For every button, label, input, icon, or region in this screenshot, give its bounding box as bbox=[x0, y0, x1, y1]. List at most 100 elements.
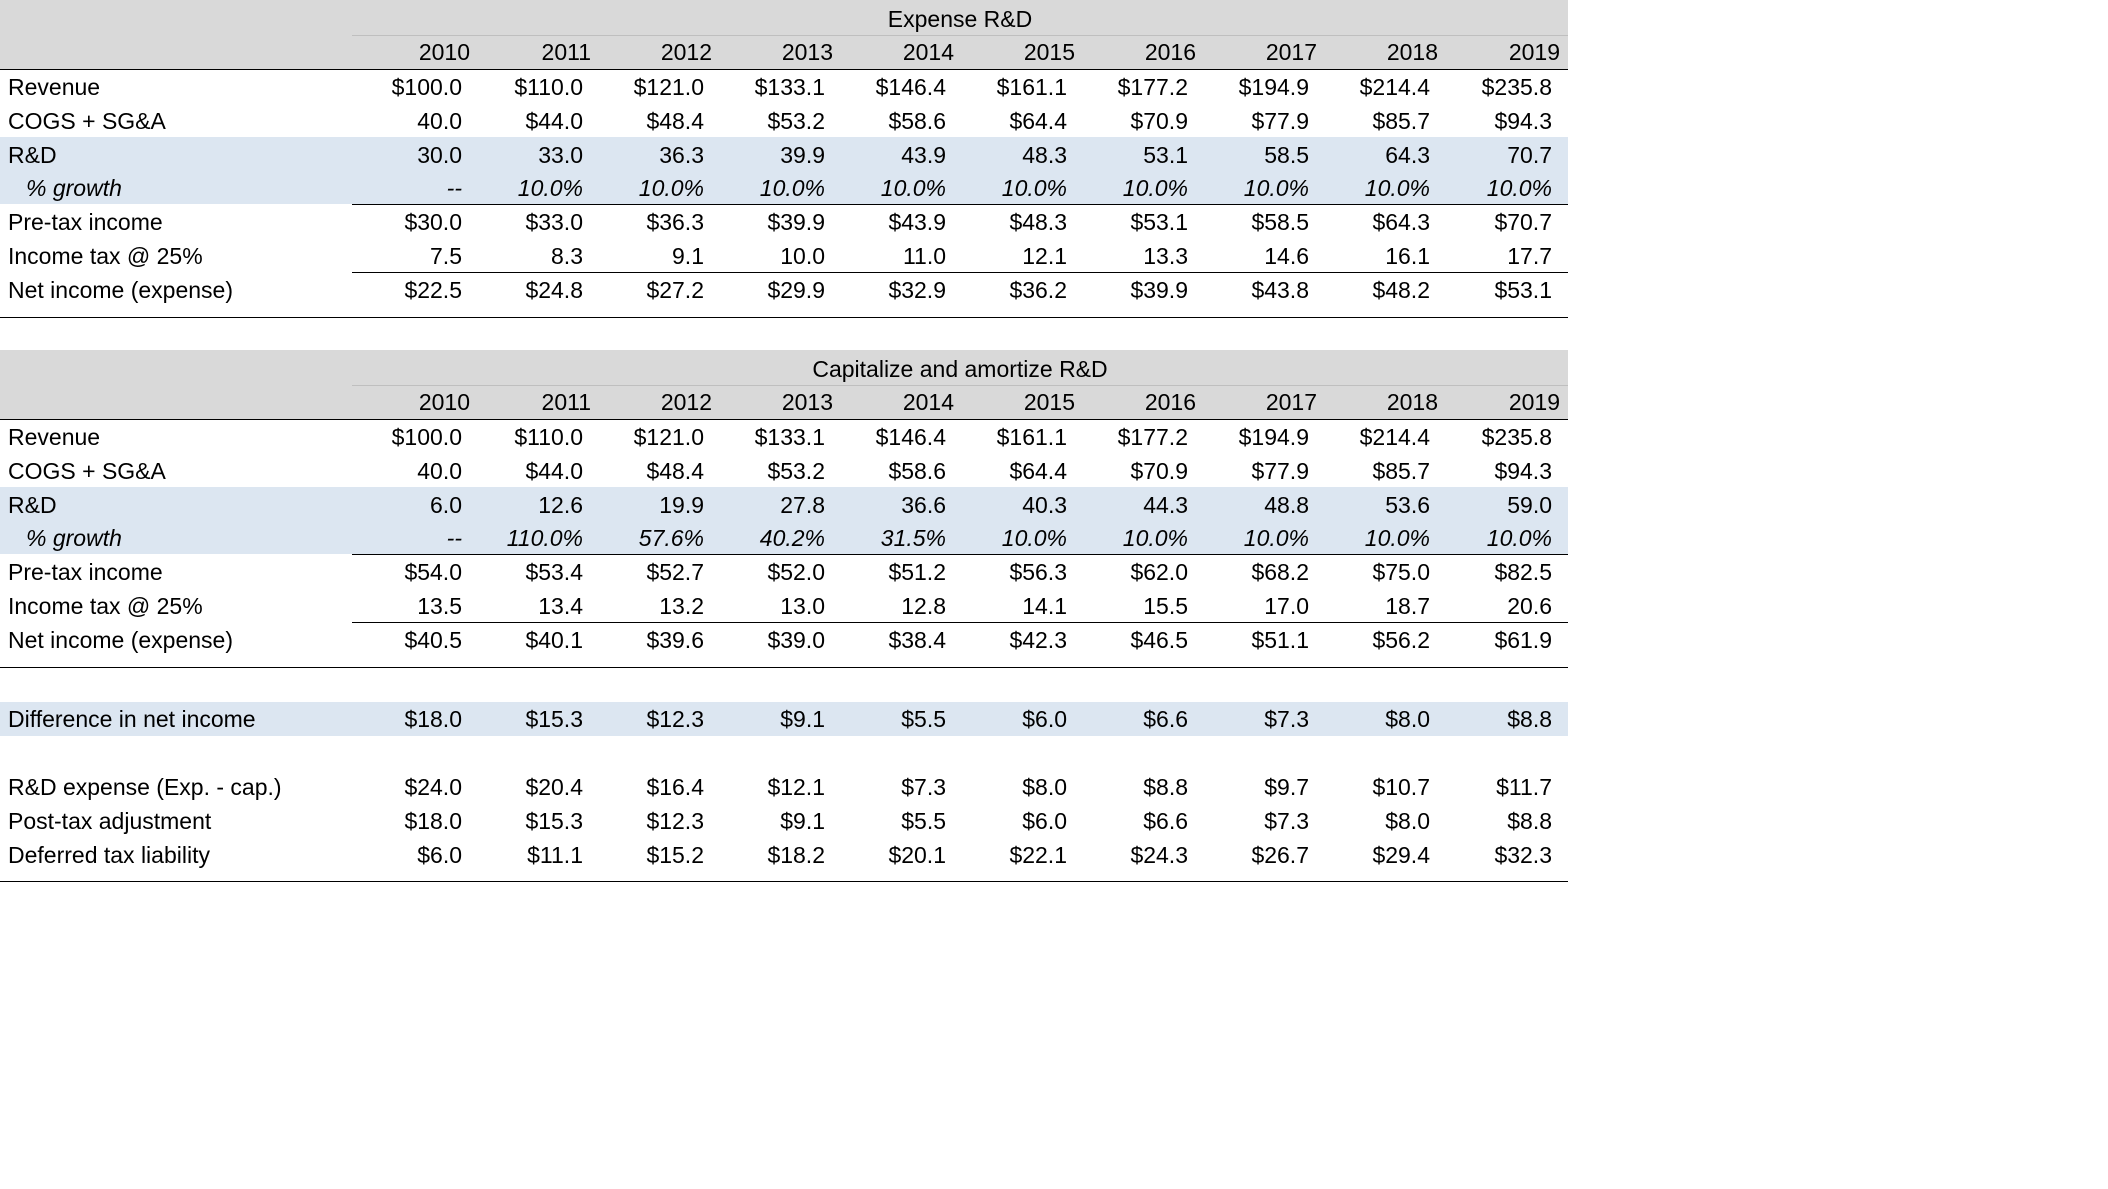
value-cell: 57.6% bbox=[638, 525, 704, 551]
value-cell: 10.0% bbox=[1001, 175, 1067, 201]
value-cell: $18.0 bbox=[404, 706, 462, 732]
value-cell: $26.7 bbox=[1251, 842, 1309, 868]
value-cell: $27.2 bbox=[646, 277, 704, 303]
value-cell: 13.2 bbox=[659, 593, 704, 619]
value-cell: $8.8 bbox=[1507, 808, 1552, 834]
value-cell: $38.4 bbox=[888, 627, 946, 653]
value-cell: $48.4 bbox=[646, 458, 704, 484]
value-cell: -- bbox=[446, 175, 462, 201]
year-header: 2011 bbox=[541, 39, 591, 65]
table-row: Income tax @ 25% 13.5 13.4 13.2 13.0 12.… bbox=[0, 589, 1568, 623]
value-cell: 10.0% bbox=[1243, 175, 1309, 201]
value-cell: $6.0 bbox=[1022, 706, 1067, 732]
year-header: 2012 bbox=[660, 389, 712, 415]
value-cell: $12.3 bbox=[646, 808, 704, 834]
value-cell: 10.0% bbox=[1122, 525, 1188, 551]
value-cell: $52.7 bbox=[646, 559, 704, 585]
value-cell: 20.6 bbox=[1507, 593, 1552, 619]
table-row: Post-tax adjustment $18.0 $15.3 $12.3 $9… bbox=[0, 804, 1568, 838]
value-cell: 10.0% bbox=[1486, 175, 1552, 201]
value-cell: $18.0 bbox=[404, 808, 462, 834]
table-row: Pre-tax income $54.0 $53.4 $52.7 $52.0 $… bbox=[0, 555, 1568, 589]
value-cell: $43.8 bbox=[1251, 277, 1309, 303]
value-cell: $15.2 bbox=[646, 842, 704, 868]
value-cell: 9.1 bbox=[672, 243, 704, 269]
value-cell: 12.6 bbox=[538, 492, 583, 518]
year-header: 2017 bbox=[1265, 39, 1317, 65]
value-cell: $33.0 bbox=[525, 209, 583, 235]
row-label: Net income (expense) bbox=[8, 277, 233, 303]
value-cell: $22.1 bbox=[1009, 842, 1067, 868]
value-cell: $177.2 bbox=[1117, 74, 1188, 100]
difference-row: Difference in net income $18.0 $15.3 $12… bbox=[0, 702, 1568, 736]
value-cell: $9.1 bbox=[780, 706, 825, 732]
value-cell: $6.0 bbox=[1022, 808, 1067, 834]
value-cell: $8.8 bbox=[1507, 706, 1552, 732]
value-cell: 11.0 bbox=[902, 243, 946, 269]
value-cell: 36.6 bbox=[901, 492, 946, 518]
value-cell: 40.2% bbox=[759, 525, 825, 551]
value-cell: 53.1 bbox=[1143, 142, 1188, 168]
value-cell: $24.0 bbox=[404, 774, 462, 800]
value-cell: 15.5 bbox=[1143, 593, 1188, 619]
value-cell: 13.4 bbox=[538, 593, 583, 619]
year-header: 2016 bbox=[1144, 389, 1196, 415]
value-cell: $133.1 bbox=[754, 424, 825, 450]
value-cell: 53.6 bbox=[1385, 492, 1430, 518]
year-header: 2011 bbox=[541, 389, 591, 415]
table-row: R&D 30.0 33.0 36.3 39.9 43.9 48.3 53.1 5… bbox=[0, 138, 1568, 172]
value-cell: $39.9 bbox=[767, 209, 825, 235]
value-cell: $42.3 bbox=[1009, 627, 1067, 653]
value-cell: 39.9 bbox=[780, 142, 825, 168]
table-row: Revenue $100.0 $110.0 $121.0 $133.1 $146… bbox=[0, 70, 1568, 104]
capitalize-rd-highlight bbox=[0, 487, 1568, 554]
expense-year-row: 2010 2011 2012 2013 2014 2015 2016 2017 … bbox=[0, 35, 1568, 69]
value-cell: $62.0 bbox=[1130, 559, 1188, 585]
value-cell: 17.7 bbox=[1507, 243, 1552, 269]
value-cell: 13.5 bbox=[417, 593, 462, 619]
value-cell: $64.4 bbox=[1009, 108, 1067, 134]
year-header: 2018 bbox=[1386, 389, 1438, 415]
value-cell: 10.0% bbox=[1122, 175, 1188, 201]
value-cell: 10.0% bbox=[880, 175, 946, 201]
year-header: 2018 bbox=[1386, 39, 1438, 65]
value-cell: 40.0 bbox=[417, 108, 462, 134]
row-label: Income tax @ 25% bbox=[8, 243, 203, 269]
year-header: 2015 bbox=[1023, 389, 1075, 415]
capitalize-rd-rule bbox=[352, 554, 1568, 555]
expense-title-underline bbox=[352, 35, 1568, 36]
value-cell: $235.8 bbox=[1481, 424, 1552, 450]
row-label: Revenue bbox=[8, 74, 101, 100]
value-cell: $133.1 bbox=[754, 74, 825, 100]
year-header: 2014 bbox=[902, 39, 954, 65]
table-row: Revenue $100.0 $110.0 $121.0 $133.1 $146… bbox=[0, 420, 1568, 454]
row-label: % growth bbox=[26, 525, 122, 551]
value-cell: $54.0 bbox=[404, 559, 462, 585]
table-row: % growth -- 110.0% 57.6% 40.2% 31.5% 10.… bbox=[0, 521, 1568, 555]
value-cell: 40.0 bbox=[417, 458, 462, 484]
row-label: Post-tax adjustment bbox=[8, 808, 212, 834]
value-cell: $235.8 bbox=[1481, 74, 1552, 100]
value-cell: 16.1 bbox=[1385, 243, 1430, 269]
table-row: Deferred tax liability $6.0 $11.1 $15.2 … bbox=[0, 838, 1568, 872]
year-header: 2019 bbox=[1508, 39, 1560, 65]
row-label: Deferred tax liability bbox=[8, 842, 210, 868]
year-header: 2014 bbox=[902, 389, 954, 415]
value-cell: 10.0% bbox=[1364, 175, 1430, 201]
value-cell: 12.1 bbox=[1022, 243, 1067, 269]
difference-highlight bbox=[0, 702, 1568, 736]
value-cell: $48.2 bbox=[1372, 277, 1430, 303]
table-row: Pre-tax income $30.0 $33.0 $36.3 $39.9 $… bbox=[0, 205, 1568, 239]
expense-rd-rule bbox=[352, 204, 1568, 205]
value-cell: -- bbox=[446, 525, 462, 551]
value-cell: $121.0 bbox=[633, 74, 704, 100]
table-row: COGS + SG&A 40.0 $44.0 $48.4 $53.2 $58.6… bbox=[0, 454, 1568, 488]
value-cell: $10.7 bbox=[1372, 774, 1430, 800]
value-cell: 10.0% bbox=[638, 175, 704, 201]
value-cell: $75.0 bbox=[1372, 559, 1430, 585]
value-cell: $48.4 bbox=[646, 108, 704, 134]
value-cell: 43.9 bbox=[901, 142, 946, 168]
value-cell: $6.6 bbox=[1143, 706, 1188, 732]
year-header: 2013 bbox=[781, 39, 833, 65]
value-cell: $29.9 bbox=[767, 277, 825, 303]
